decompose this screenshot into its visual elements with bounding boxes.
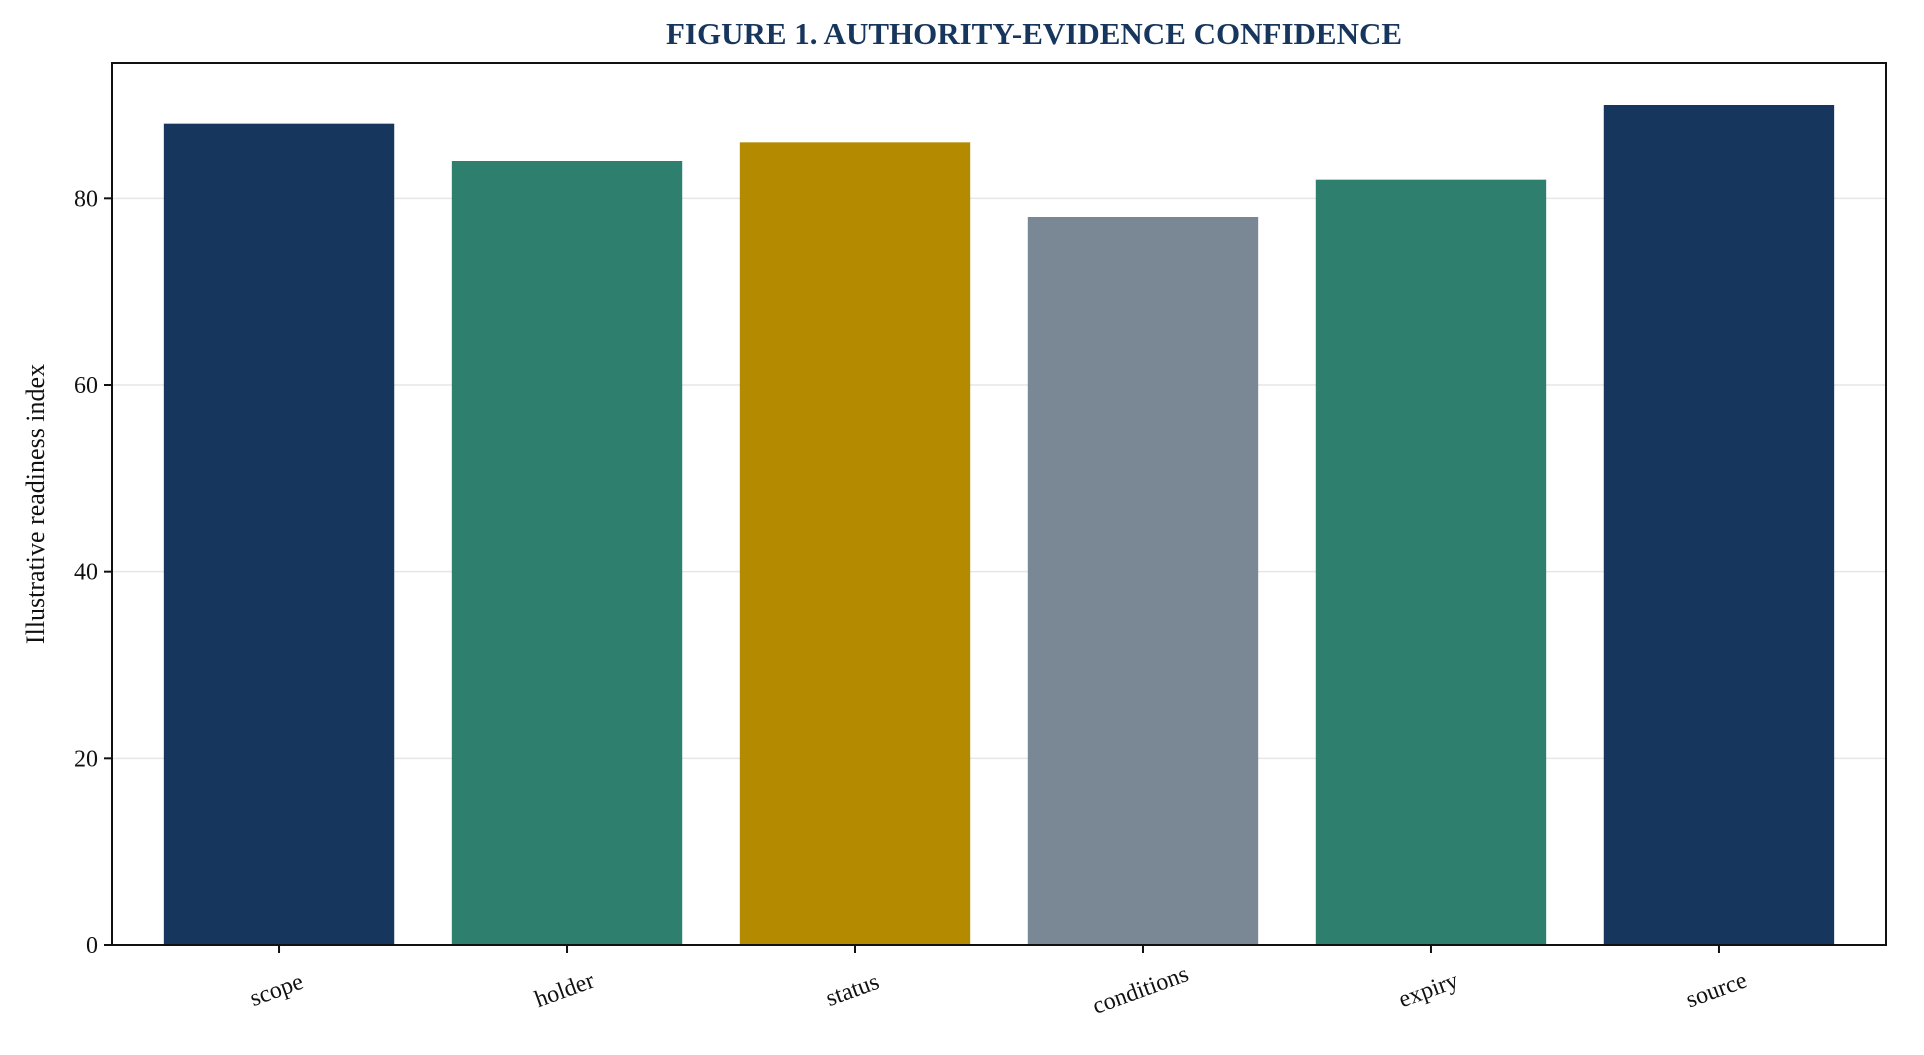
chart-title: FIGURE 1. AUTHORITY-EVIDENCE CONFIDENCE [666,16,1402,51]
y-tick-label: 40 [74,560,98,586]
plot-frame [111,62,1887,946]
x-tick-label-conditions: conditions [1089,961,1192,1020]
y-axis: 0 20 40 60 80 [74,186,112,959]
bars [163,105,1835,946]
y-axis-label: Illustrative readiness index [21,364,50,644]
bar-expiry [1315,179,1547,945]
y-tick-label: 60 [74,373,98,399]
x-tick-label-scope: scope [247,969,307,1012]
y-tick-label: 80 [74,186,98,212]
y-tick-label: 0 [86,933,98,959]
bar-holder [451,161,683,945]
bar-source [1603,105,1835,945]
x-tick-label-holder: holder [531,968,598,1013]
bar-scope [163,123,395,945]
x-tick-label-source: source [1683,967,1751,1013]
bar-conditions [1027,217,1259,945]
x-tick-label-expiry: expiry [1395,968,1462,1013]
bar-status [739,142,971,946]
y-tick-label: 20 [74,746,98,772]
grid-lines [112,197,1886,760]
x-tick-label-status: status [822,969,882,1012]
x-axis: scope holder status conditions expiry source [247,945,1751,1020]
